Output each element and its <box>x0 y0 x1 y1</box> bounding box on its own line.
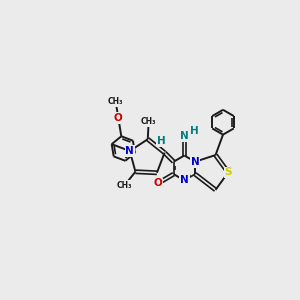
Text: CH₃: CH₃ <box>141 117 156 126</box>
Text: H: H <box>157 136 166 146</box>
Text: S: S <box>224 167 232 178</box>
Text: CH₃: CH₃ <box>108 97 123 106</box>
Text: H: H <box>190 126 199 136</box>
Text: N: N <box>191 157 200 167</box>
Text: N: N <box>180 131 189 141</box>
Text: O: O <box>114 113 123 123</box>
Text: N: N <box>125 146 134 156</box>
Text: CH₃: CH₃ <box>117 181 132 190</box>
Text: N: N <box>180 175 189 185</box>
Text: O: O <box>154 178 162 188</box>
